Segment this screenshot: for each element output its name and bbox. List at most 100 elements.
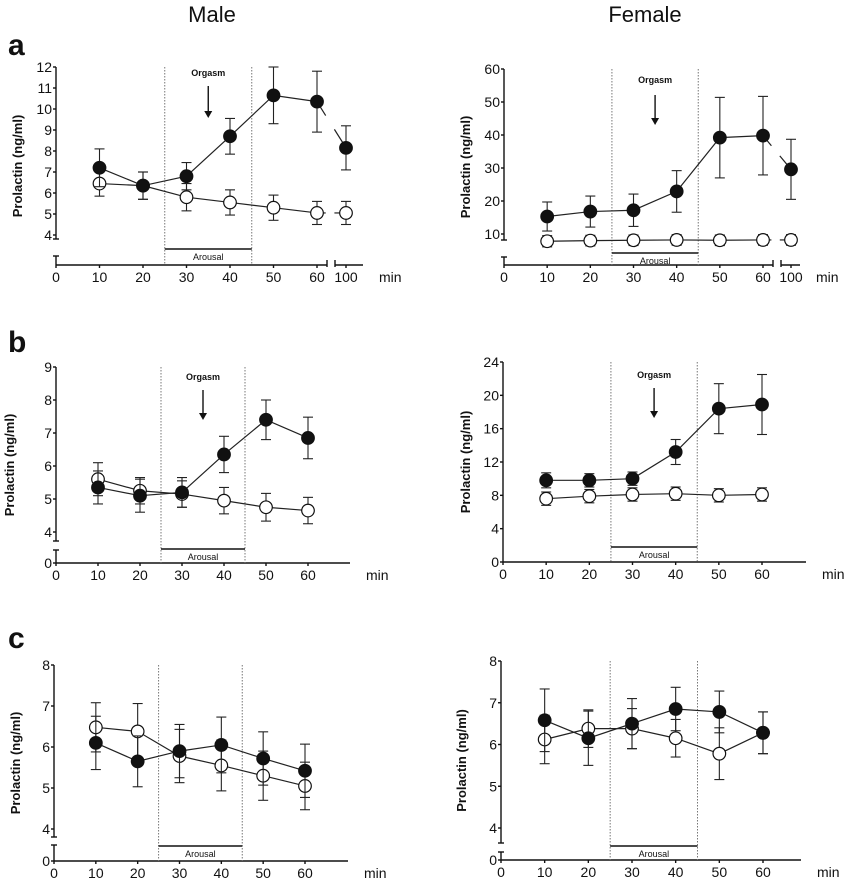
data-point-filled — [136, 178, 150, 193]
x-tick-label: 0 — [52, 269, 60, 285]
data-point-filled — [214, 738, 229, 752]
data-point-filled — [583, 204, 598, 219]
x-tick-label: 10 — [88, 865, 104, 881]
y-tick-label: 20 — [484, 193, 500, 209]
data-point-filled — [298, 763, 312, 778]
x-tick-label: 10 — [92, 269, 108, 285]
x-tick-label: 40 — [668, 864, 684, 880]
x-tick-label: 10 — [537, 864, 553, 880]
data-point-filled — [339, 140, 353, 155]
orgasm-arrow-head — [651, 118, 660, 125]
orgasm-label: Orgasm — [637, 370, 671, 380]
data-point-open — [540, 234, 555, 249]
x-tick-label: 30 — [172, 865, 188, 881]
x-tick-label: 50 — [255, 865, 271, 881]
series-line — [544, 708, 764, 739]
data-point-open — [712, 233, 727, 248]
y-tick-label: 0 — [489, 852, 497, 868]
y-tick-label: 60 — [484, 61, 500, 77]
y-tick-label: 6 — [489, 737, 497, 753]
panel-a-male: 4 5 6 7 8 9 10 11 12 Prolactin (ng/ml) 0 10 20 30 40 50… — [10, 59, 402, 285]
arousal-label: Arousal — [639, 550, 670, 560]
data-point-open — [625, 487, 640, 502]
series-line — [546, 403, 763, 481]
data-point-filled — [172, 744, 187, 758]
y-tick-label: 9 — [44, 122, 52, 138]
x-tick-label: 10 — [538, 566, 554, 582]
data-point-filled — [756, 128, 770, 143]
orgasm-label: Orgasm — [186, 372, 220, 382]
y-tick-label: 5 — [44, 491, 52, 507]
y-axis-label: Prolactin (ng/ml) — [10, 115, 25, 218]
y-tick-label: 10 — [484, 226, 500, 242]
data-point-filled — [259, 412, 273, 427]
panel-b-male: 0 4 5 6 7 8 9 Prolactin (ng/ml) 0 10 20 30 40 50 60 min… — [2, 359, 389, 583]
panel-c-male: 0 4 5 6 7 8 Prolactin (ng/ml) 0 10 20 30 40 50 60 min A… — [8, 657, 387, 881]
data-point-open — [310, 206, 324, 220]
x-tick-label: 50 — [712, 269, 728, 285]
data-point-open — [217, 493, 231, 508]
data-point-open — [339, 206, 353, 220]
series-line — [95, 742, 306, 772]
data-point-open — [626, 233, 641, 248]
series-filled — [540, 95, 798, 232]
x-tick-label: 20 — [581, 864, 597, 880]
data-point-filled — [755, 397, 769, 412]
data-point-filled — [91, 480, 105, 495]
y-tick-label: 8 — [42, 657, 50, 673]
y-tick-label: 0 — [491, 554, 499, 570]
series-open — [92, 170, 353, 226]
data-point-filled — [539, 473, 554, 488]
x-tick-label: 40 — [214, 865, 230, 881]
data-point-filled — [668, 702, 683, 716]
data-point-filled — [88, 736, 103, 750]
x-tick-label: 60 — [309, 269, 325, 285]
x-tick-label: 40 — [668, 566, 684, 582]
column-title-male: Male — [188, 2, 236, 27]
y-tick-label: 9 — [44, 359, 52, 375]
y-axis-label: Prolactin (ng/ml) — [8, 712, 23, 815]
orgasm-label: Orgasm — [191, 68, 225, 78]
y-axis-label: Prolactin (ng/ml) — [2, 414, 17, 517]
y-tick-label: 4 — [42, 821, 50, 837]
series-open — [539, 486, 769, 506]
x-unit-label: min — [366, 567, 389, 583]
panel-letter-a: a — [8, 29, 25, 62]
y-tick-label: 8 — [489, 653, 497, 669]
x-tick-label: 30 — [626, 269, 642, 285]
y-tick-label: 12 — [483, 454, 499, 470]
x-tick-label: 60 — [300, 567, 316, 583]
data-point-filled — [537, 713, 552, 728]
series-filled — [88, 715, 312, 798]
x-tick-label: 0 — [52, 567, 60, 583]
arousal-label: Arousal — [193, 252, 224, 262]
x-tick-label: 50 — [711, 566, 727, 582]
series-filled — [537, 686, 770, 766]
data-point-filled — [625, 471, 640, 486]
x-tick-label: 40 — [216, 567, 232, 583]
y-tick-label: 0 — [44, 555, 52, 571]
data-point-filled — [217, 447, 231, 462]
y-tick-label: 5 — [44, 206, 52, 222]
data-point-open — [669, 233, 684, 247]
data-point-open — [755, 487, 769, 502]
y-tick-label: 0 — [42, 853, 50, 869]
panel-b-female: 0 4 8 12 16 20 24 Prolactin (ng/ml) 0 10 20 30 40 50 6… — [458, 354, 845, 582]
y-tick-label: 7 — [42, 698, 50, 714]
y-axis-label: Prolactin (ng/ml) — [458, 116, 473, 219]
data-point-open — [784, 233, 798, 247]
x-tick-label: 20 — [130, 865, 146, 881]
series-line — [95, 726, 306, 787]
x-tick-label: 40 — [669, 269, 685, 285]
series-line — [97, 419, 309, 497]
y-tick-label: 20 — [483, 387, 499, 403]
y-tick-label: 40 — [484, 127, 500, 143]
panel-a-female: 10 20 30 40 50 60 Prolactin (ng/ml) 0 10 20 30 40 50… — [458, 61, 839, 285]
x-tick-label: 60 — [754, 566, 770, 582]
x-tick-label: 50 — [266, 269, 282, 285]
data-point-filled — [301, 431, 315, 445]
x-tick-label: 100 — [334, 269, 358, 285]
data-point-open — [711, 488, 726, 503]
